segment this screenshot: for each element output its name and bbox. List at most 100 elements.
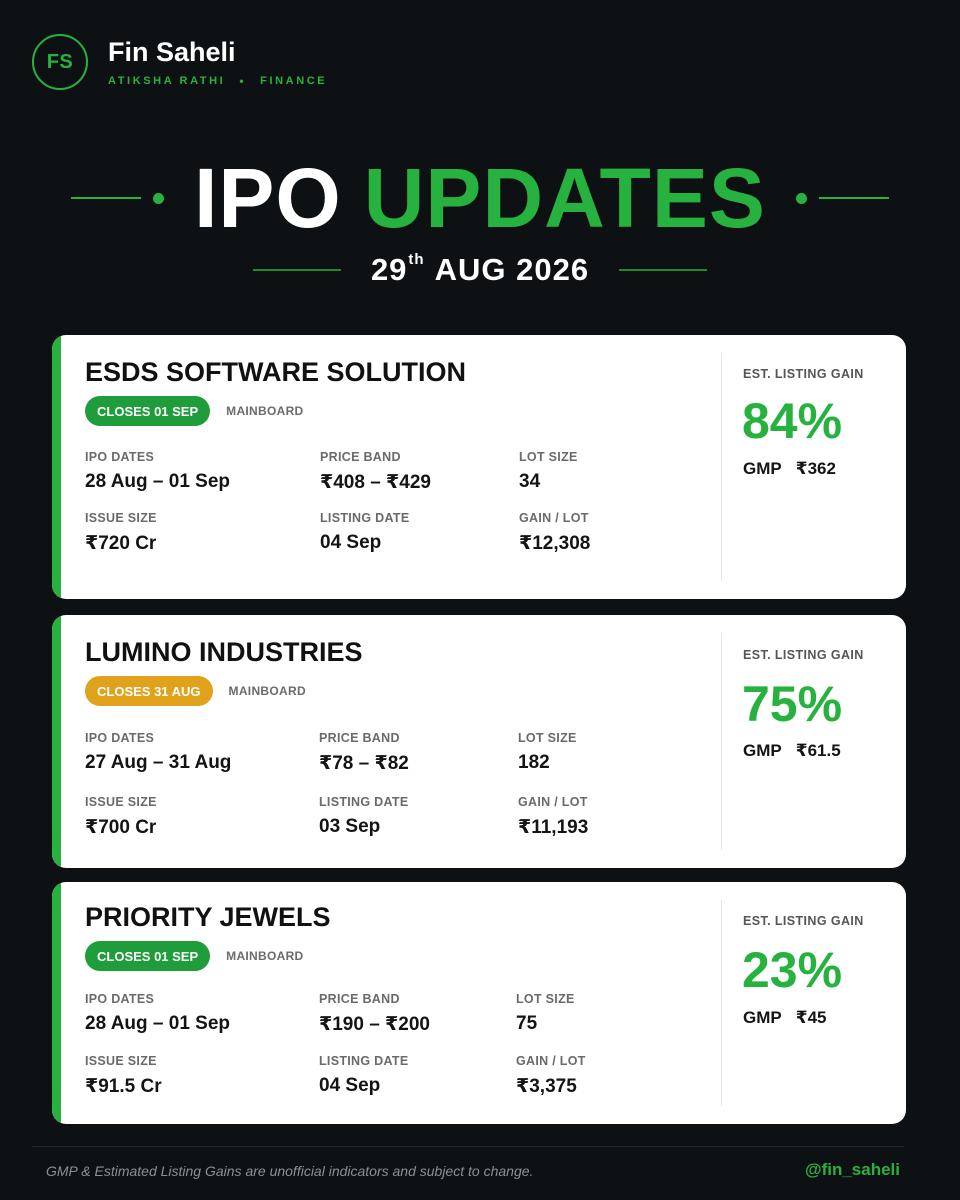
- field-value: ₹91.5 Cr: [85, 1076, 162, 1097]
- company-name: LUMINO INDUSTRIES: [85, 637, 363, 667]
- brand-author: ATIKSHA RATHI: [108, 75, 226, 87]
- field-value: ₹78 – ₹82: [319, 753, 409, 774]
- title-row: IPO UPDATES: [0, 152, 960, 244]
- field-label: GAIN / LOT: [518, 795, 588, 809]
- listing-gain-value: 23%: [742, 942, 843, 998]
- field-value: 28 Aug – 01 Sep: [85, 1013, 231, 1034]
- field-label: LOT SIZE: [519, 450, 578, 464]
- field-price-band: PRICE BAND ₹408 – ₹429: [320, 450, 431, 494]
- field-label: LISTING DATE: [320, 511, 410, 525]
- field-value: 34: [519, 471, 541, 492]
- footer-divider: [32, 1146, 904, 1147]
- listing-gain-panel: EST. LISTING GAIN 75% GMP ₹61.5: [722, 615, 906, 868]
- field-price-band: PRICE BAND ₹190 – ₹200: [319, 992, 430, 1036]
- field-ipo-dates: IPO DATES 28 Aug – 01 Sep: [85, 450, 230, 493]
- field-label: LISTING DATE: [319, 1054, 409, 1068]
- field-value: 182: [518, 752, 550, 773]
- field-label: LOT SIZE: [518, 731, 577, 745]
- page-title: IPO UPDATES: [194, 152, 766, 244]
- brand-header: FS Fin Saheli ATIKSHA RATHI • FINANCE: [32, 34, 327, 90]
- brand-separator: •: [239, 74, 247, 88]
- field-gain-lot: GAIN / LOT ₹3,375: [516, 1054, 586, 1098]
- gmp-label: GMP: [743, 741, 782, 760]
- field-label: PRICE BAND: [319, 992, 400, 1006]
- field-lot-size: LOT SIZE 34: [519, 450, 578, 493]
- social-handle[interactable]: @fin_saheli: [805, 1160, 900, 1179]
- field-value: ₹11,193: [518, 817, 589, 838]
- field-label: LISTING DATE: [319, 795, 409, 809]
- card-divider: [721, 900, 722, 1106]
- field-label: GAIN / LOT: [516, 1054, 586, 1068]
- field-label: IPO DATES: [85, 992, 155, 1006]
- field-label: GAIN / LOT: [519, 511, 589, 525]
- field-value: ₹720 Cr: [85, 533, 157, 554]
- title-right-dot: [795, 192, 807, 204]
- brand-text: Fin Saheli ATIKSHA RATHI • FINANCE: [108, 36, 327, 88]
- gmp-row: GMP ₹45: [743, 1008, 826, 1028]
- field-listing-date: LISTING DATE 04 Sep: [319, 1054, 408, 1097]
- field-gain-lot: GAIN / LOT ₹11,193: [518, 795, 588, 839]
- date-month-year: AUG 2026: [434, 252, 590, 287]
- field-label: PRICE BAND: [319, 731, 400, 745]
- field-lot-size: LOT SIZE 75: [516, 992, 575, 1035]
- gmp-value: ₹362: [795, 459, 836, 478]
- badges: CLOSES 01 SEP MAINBOARD: [85, 396, 304, 426]
- field-value: ₹190 – ₹200: [319, 1014, 430, 1035]
- disclaimer: GMP & Estimated Listing Gains are unoffi…: [46, 1163, 534, 1179]
- field-listing-date: LISTING DATE 03 Sep: [319, 795, 408, 838]
- brand-logo: FS: [32, 34, 88, 90]
- est-listing-gain-label: EST. LISTING GAIN: [743, 367, 864, 381]
- title-word-updates: UPDATES: [363, 151, 766, 245]
- listing-gain-value: 75%: [742, 676, 843, 732]
- field-label: ISSUE SIZE: [85, 511, 157, 525]
- gmp-label: GMP: [743, 459, 782, 478]
- badges: CLOSES 31 AUG MAINBOARD: [85, 676, 306, 706]
- field-gain-lot: GAIN / LOT ₹12,308: [519, 511, 590, 555]
- field-label: ISSUE SIZE: [85, 795, 157, 809]
- listing-gain-panel: EST. LISTING GAIN 23% GMP ₹45: [722, 882, 906, 1124]
- listing-gain-panel: EST. LISTING GAIN 84% GMP ₹362: [722, 335, 906, 599]
- title-left-dot: [153, 192, 165, 204]
- field-ipo-dates: IPO DATES 28 Aug – 01 Sep: [85, 992, 230, 1035]
- field-label: ISSUE SIZE: [85, 1054, 157, 1068]
- listing-gain-value: 84%: [742, 393, 843, 449]
- company-name: PRIORITY JEWELS: [85, 902, 331, 932]
- brand-category: FINANCE: [260, 75, 328, 87]
- ipo-card-details: ESDS SOFTWARE SOLUTION CLOSES 01 SEP MAI…: [85, 335, 716, 599]
- date-left-line: [252, 269, 341, 271]
- field-label: PRICE BAND: [320, 450, 401, 464]
- field-value: ₹3,375: [516, 1076, 577, 1097]
- ipo-card: ESDS SOFTWARE SOLUTION CLOSES 01 SEP MAI…: [52, 335, 906, 599]
- est-listing-gain-label: EST. LISTING GAIN: [743, 914, 864, 928]
- title-right-line: [818, 197, 889, 199]
- est-listing-gain-label: EST. LISTING GAIN: [743, 648, 864, 662]
- ipo-card: LUMINO INDUSTRIES CLOSES 31 AUG MAINBOAR…: [52, 615, 906, 868]
- gmp-value: ₹45: [795, 1008, 827, 1027]
- field-ipo-dates: IPO DATES 27 Aug – 31 Aug: [85, 731, 231, 774]
- field-value: ₹408 – ₹429: [320, 472, 431, 493]
- field-issue-size: ISSUE SIZE ₹700 Cr: [85, 795, 157, 839]
- board-label: MAINBOARD: [228, 684, 306, 698]
- badges: CLOSES 01 SEP MAINBOARD: [85, 941, 304, 971]
- field-value: 27 Aug – 31 Aug: [85, 752, 232, 773]
- ipo-card: PRIORITY JEWELS CLOSES 01 SEP MAINBOARD …: [52, 882, 906, 1124]
- field-issue-size: ISSUE SIZE ₹720 Cr: [85, 511, 157, 555]
- field-value: 03 Sep: [319, 816, 381, 837]
- date-suffix: th: [408, 251, 425, 268]
- field-listing-date: LISTING DATE 04 Sep: [320, 511, 409, 554]
- title-word-ipo: IPO: [194, 151, 342, 245]
- field-value: ₹12,308: [519, 533, 591, 554]
- ipo-card-details: PRIORITY JEWELS CLOSES 01 SEP MAINBOARD …: [85, 882, 716, 1124]
- card-divider: [721, 353, 722, 581]
- field-value: 28 Aug – 01 Sep: [85, 471, 231, 492]
- title-left-line: [71, 197, 142, 199]
- gmp-row: GMP ₹61.5: [743, 741, 841, 761]
- date-right-line: [619, 269, 708, 271]
- field-value: ₹700 Cr: [85, 817, 157, 838]
- field-lot-size: LOT SIZE 182: [518, 731, 577, 774]
- field-value: 75: [516, 1013, 538, 1034]
- gmp-row: GMP ₹362: [743, 459, 836, 479]
- field-label: IPO DATES: [85, 731, 155, 745]
